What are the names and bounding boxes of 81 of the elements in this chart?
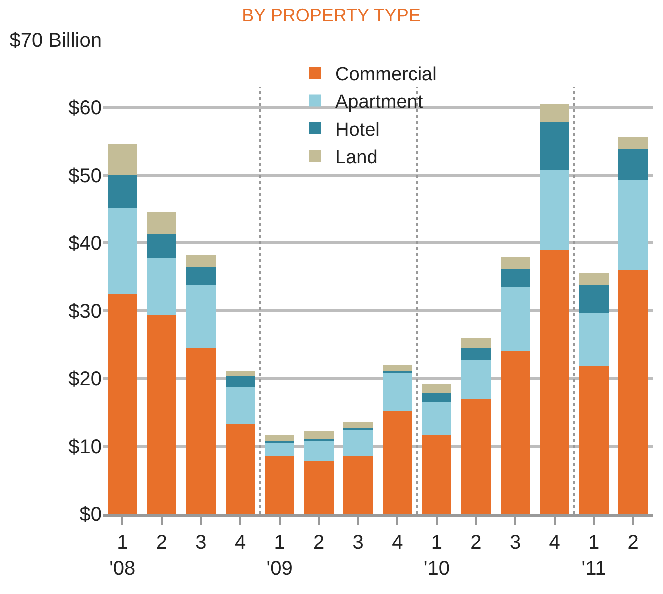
bar [382,365,412,372]
x-tick-label: 1 '08 [110,532,136,580]
bar [304,438,334,442]
y-tick-label: $10 [68,436,102,458]
bar [540,122,570,171]
bar [461,348,491,360]
x-tick-label: 4 [392,532,404,554]
x-tick-label: 2 [156,532,168,554]
bar [108,208,138,294]
x-tick-label: 3 [352,532,364,554]
legend-label: Commercial [336,64,437,86]
bar [618,270,648,514]
x-tick-label: 1 '09 [266,532,293,580]
bar [461,338,491,348]
bar [186,285,216,348]
bar [344,430,374,456]
bar [147,258,177,316]
bar [304,461,334,514]
x-tick-label: 2 [628,532,639,554]
bar [186,266,216,286]
bar [422,434,452,514]
y-tick-label: $0 [80,504,102,526]
bar [226,371,256,376]
bar [579,312,609,366]
bar [618,138,648,150]
bar [500,287,530,352]
x-tick-label: 1 '10 [424,532,450,580]
x-tick-label: 1 '11 [582,532,606,580]
bar [186,255,216,267]
bar [108,144,138,175]
bar [500,351,530,514]
y-tick-label: $30 [68,300,102,323]
bar [461,360,491,399]
bar [344,422,374,428]
bar [226,424,256,514]
bar [265,444,295,456]
legend-label: Apartment [336,92,424,114]
bar [579,366,609,514]
bar [422,402,452,435]
bar [579,285,609,313]
bar [304,442,334,462]
bar [304,431,334,439]
legend-label: Land [336,148,378,169]
bar [382,373,412,412]
bar [422,384,452,393]
bar [147,212,177,234]
y-tick-label: $20 [68,368,102,391]
bar [226,387,256,424]
bar [579,272,609,286]
y-tick-label: $50 [68,165,102,188]
bar [500,268,530,288]
bar [265,434,295,442]
bar [540,170,570,251]
x-tick-label: 2 [314,532,325,554]
x-tick-label: 3 [196,532,207,554]
legend-label: Hotel [336,120,380,141]
bar [382,411,412,514]
bar [147,234,177,258]
bar [500,257,530,269]
bar [147,316,177,514]
bar [344,456,374,514]
bar [422,392,452,402]
x-tick-label: 2 [470,532,482,554]
y-tick-label: $70 Billion [10,30,102,52]
chart-title: BY PROPERTY TYPE [242,6,421,26]
bar [226,376,256,388]
bar [108,294,138,514]
y-tick-label: $40 [68,233,102,256]
x-tick-label: 3 [510,532,522,554]
bar [108,174,138,208]
x-tick-label: 4 [549,532,560,554]
bar [265,456,295,514]
bar [618,149,648,180]
bar [344,428,374,431]
bar [618,180,648,270]
y-tick-label: $60 [68,98,102,120]
bar [461,398,491,514]
bar [540,250,570,514]
bar [186,348,216,514]
x-tick-label: 4 [234,532,246,554]
bar [540,104,570,123]
